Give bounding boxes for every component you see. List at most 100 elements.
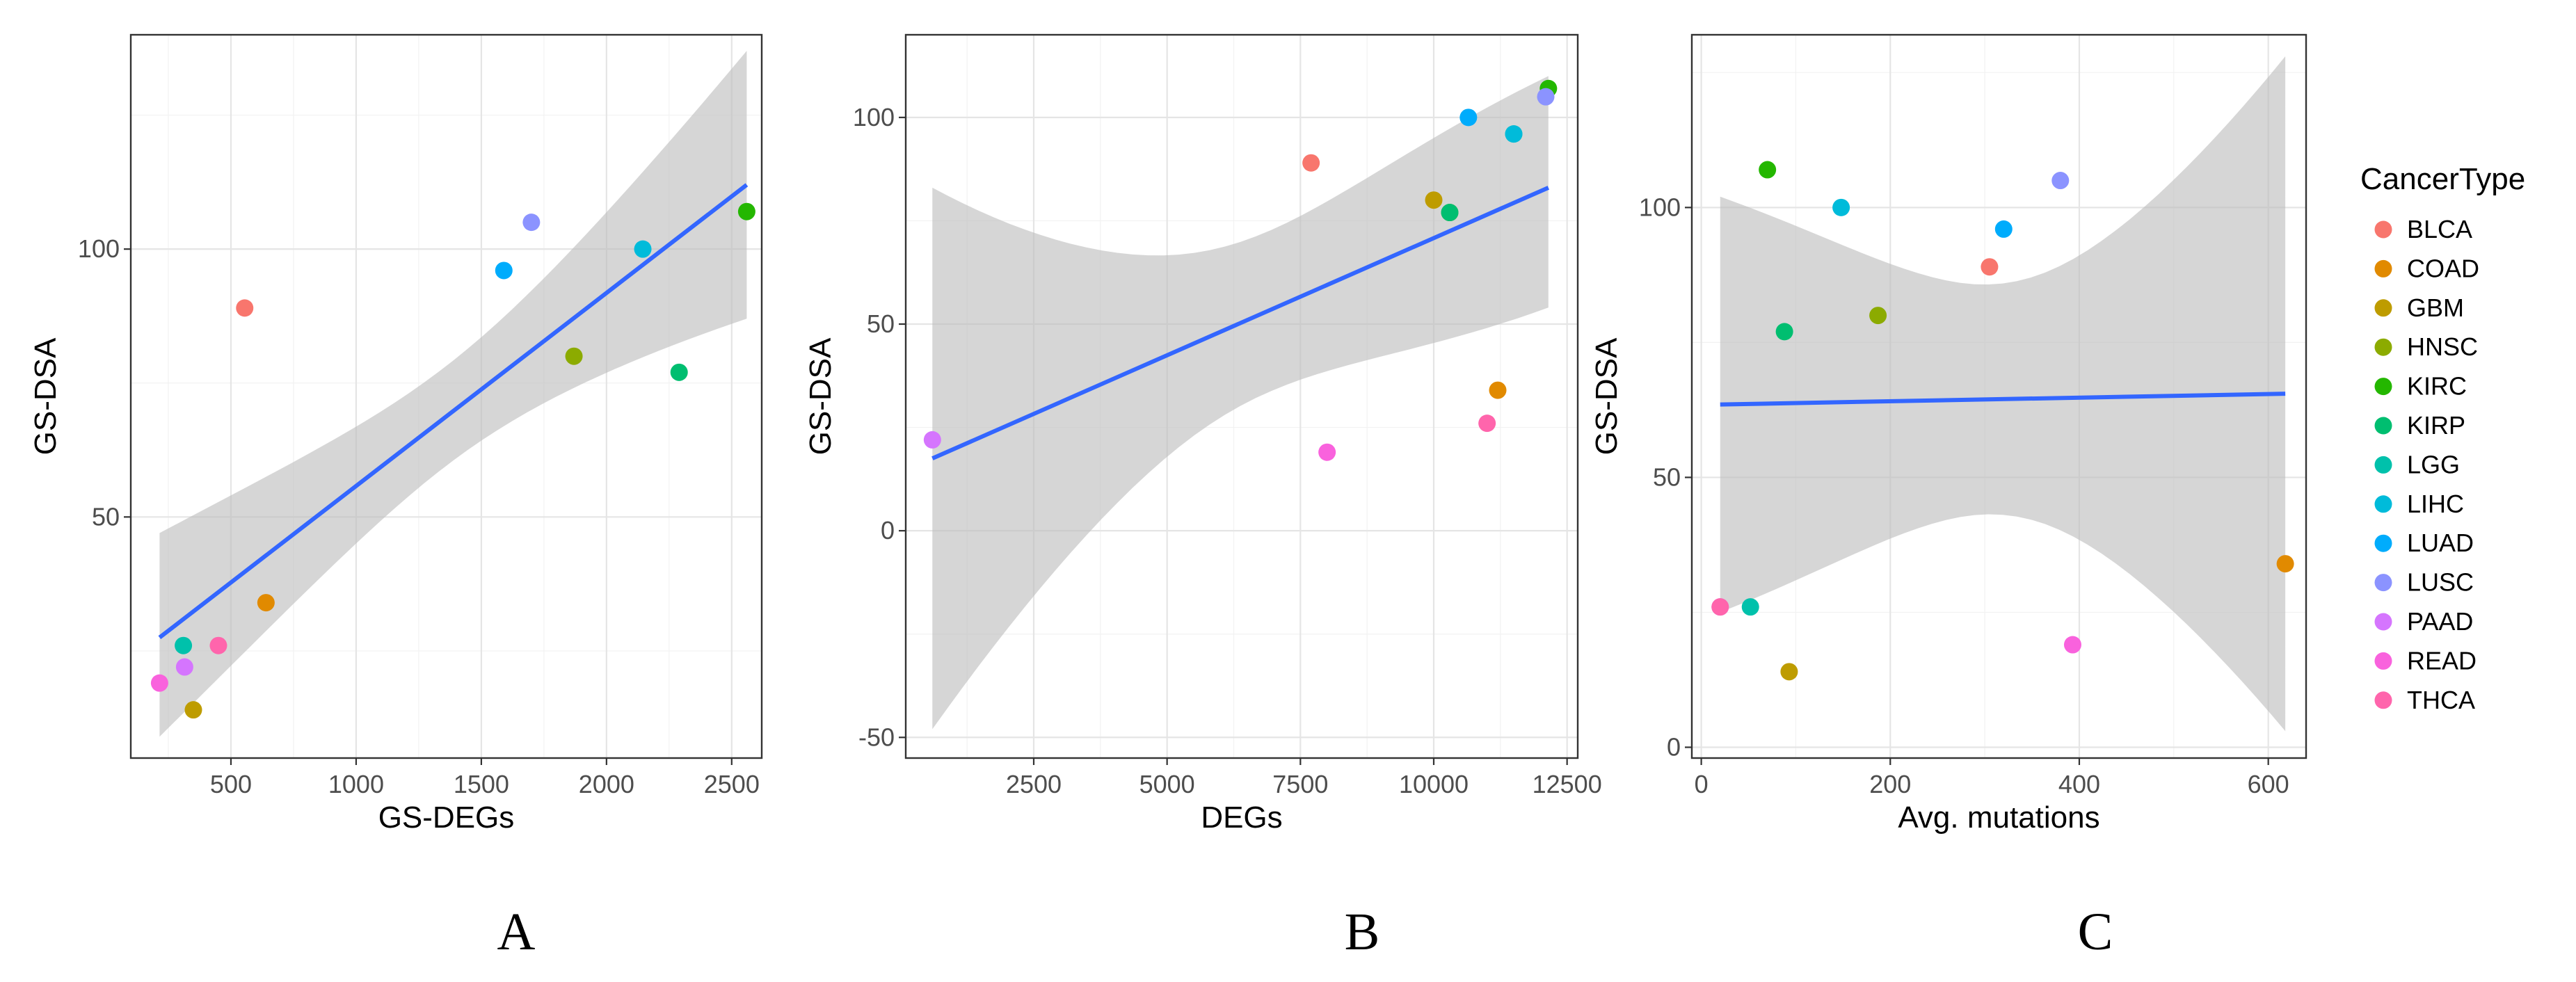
panel-b-regression-line [931, 186, 1550, 460]
panel-c-point-coad[interactable] [2276, 555, 2294, 573]
legend-key-lusc [2374, 574, 2392, 592]
legend-key-gbm [2374, 299, 2392, 317]
panel-a-point-lgg[interactable] [175, 636, 193, 654]
legend-key-kirc [2374, 378, 2392, 396]
panel-c-point-luad[interactable] [1994, 220, 2013, 238]
panel-a-point-blca[interactable] [236, 299, 254, 317]
panel-a-x-tick-label: 2500 [704, 770, 760, 798]
panel-b-x-tick-label: 10000 [1399, 770, 1469, 798]
legend-label-thca: THCA [2407, 686, 2475, 714]
panel-b-y-tick-label: 100 [853, 103, 895, 131]
panel-b-x-tick-label: 2500 [1006, 770, 1062, 798]
legend-label-kirc: KIRC [2407, 372, 2467, 401]
panel-c-point-lgg[interactable] [1741, 598, 1759, 616]
panel-c-y-axis-title: GS-DSA [1590, 337, 1624, 455]
panel-a-x-tick-label: 1000 [328, 770, 384, 798]
panel-b-point-luad[interactable] [1459, 108, 1478, 127]
panel-c-point-lusc[interactable] [2051, 172, 2070, 190]
panel-c-frame [1690, 33, 2307, 759]
legend-key-kirp [2374, 417, 2392, 435]
panel-b-point-lusc[interactable] [1537, 88, 1555, 106]
legend-label-kirp: KIRP [2407, 411, 2465, 440]
panel-c-x-tick-label: 400 [2058, 770, 2100, 798]
panel-c-x-tick-label: 200 [1869, 770, 1911, 798]
panel-a-point-lihc[interactable] [634, 240, 652, 258]
legend-label-paad: PAAD [2407, 607, 2473, 636]
legend-key-lihc [2374, 495, 2392, 513]
panel-a-x-tick-label: 500 [210, 770, 252, 798]
legend-key-coad [2374, 259, 2392, 277]
panel-c-y-tick-label: 100 [1639, 193, 1681, 221]
panel-a-point-coad[interactable] [257, 594, 275, 612]
panel-c-x-tick-label: 0 [1695, 770, 1709, 798]
panel-c-plot: 0 200 400 600 0 50 100 Avg. mutations GS-DSA [1590, 33, 2307, 835]
panel-letter-a: A [497, 903, 536, 961]
panel-c-point-hnsc[interactable] [1869, 307, 1887, 325]
panel-b-x-axis-title: DEGs [1201, 800, 1282, 835]
panel-a-point-thca[interactable] [209, 636, 227, 654]
panel-a-point-luad[interactable] [495, 261, 513, 280]
legend-label-lgg: LGG [2407, 450, 2460, 478]
panel-a-point-kirc[interactable] [737, 202, 755, 220]
legend-label-lusc: LUSC [2407, 568, 2474, 597]
legend: CancerType BLCA COAD GBM HNSC KIRC KIRP LGG LIH… [2360, 162, 2525, 714]
panel-a-point-read[interactable] [150, 674, 168, 692]
panel-c-y-tick-label: 0 [1667, 732, 1681, 761]
panel-a-x-axis-title: GS-DEGs [378, 800, 515, 835]
panel-b-point-gbm[interactable] [1425, 191, 1443, 209]
panel-a-confidence-band [159, 51, 747, 737]
legend-key-lgg [2374, 456, 2392, 474]
panel-letter-c: C [2078, 903, 2113, 961]
panel-c-point-kirc[interactable] [1759, 161, 1777, 179]
panel-letter-b: B [1345, 903, 1380, 961]
panel-c-point-kirp[interactable] [1775, 323, 1793, 341]
legend-key-paad [2374, 613, 2392, 631]
legend-label-coad: COAD [2407, 254, 2479, 282]
panel-c-y-tick-label: 50 [1653, 462, 1681, 491]
panel-a-y-tick-label: 50 [92, 502, 120, 531]
legend-title: CancerType [2360, 162, 2525, 196]
panel-a-point-kirp[interactable] [670, 363, 688, 381]
legend-label-hnsc: HNSC [2407, 332, 2478, 361]
panel-c-x-tick-label: 600 [2248, 770, 2289, 798]
panel-a-plot: 500 1000 1500 2000 2500 50 100 GS-DEGs GS-DSA [29, 33, 763, 835]
panel-b-confidence-band [932, 76, 1549, 730]
legend-key-hnsc [2374, 338, 2392, 356]
legend-label-blca: BLCA [2407, 215, 2472, 243]
panel-b-point-thca[interactable] [1478, 414, 1496, 433]
legend-key-read [2374, 652, 2392, 670]
panel-a-point-paad[interactable] [175, 658, 193, 676]
panel-b-y-tick-label: -50 [858, 723, 895, 751]
panel-a-point-lusc[interactable] [522, 214, 541, 232]
panel-a-x-tick-label: 2000 [579, 770, 634, 798]
panel-b-point-kirp[interactable] [1441, 204, 1459, 222]
panel-c-x-axis-title: Avg. mutations [1898, 800, 2099, 835]
panel-c-regression-line [1720, 392, 2286, 407]
panel-b-point-paad[interactable] [923, 430, 941, 449]
panel-b-point-read[interactable] [1318, 443, 1336, 461]
panel-c-point-gbm[interactable] [1780, 663, 1798, 681]
panel-a-frame [129, 33, 763, 759]
panel-b-frame [904, 33, 1579, 759]
panel-a-regression-line [158, 183, 749, 640]
panel-a-point-hnsc[interactable] [565, 347, 583, 365]
legend-label-luad: LUAD [2407, 529, 2474, 557]
panel-c-point-blca[interactable] [1981, 258, 1999, 276]
legend-label-read: READ [2407, 646, 2477, 675]
panel-b-point-lihc[interactable] [1505, 125, 1523, 143]
legend-key-blca [2374, 220, 2392, 239]
panel-a-point-gbm[interactable] [184, 701, 202, 719]
panel-c-point-lihc[interactable] [1832, 198, 1850, 216]
panel-b-point-coad[interactable] [1489, 381, 1507, 399]
panel-b-point-blca[interactable] [1302, 154, 1320, 172]
panel-a-y-axis-title: GS-DSA [29, 337, 63, 455]
panel-a-y-tick-label: 100 [78, 234, 120, 263]
panel-b-x-tick-label: 12500 [1533, 770, 1602, 798]
panel-b-x-tick-label: 5000 [1139, 770, 1195, 798]
panel-b-y-axis-title: GS-DSA [803, 337, 838, 455]
legend-label-gbm: GBM [2407, 293, 2464, 322]
panel-b-plot: 2500 5000 7500 10000 12500 -50 0 50 100 DEGs GS-DS… [803, 33, 1602, 835]
panel-c-point-read[interactable] [2063, 636, 2081, 654]
panel-c-point-thca[interactable] [1711, 598, 1729, 616]
